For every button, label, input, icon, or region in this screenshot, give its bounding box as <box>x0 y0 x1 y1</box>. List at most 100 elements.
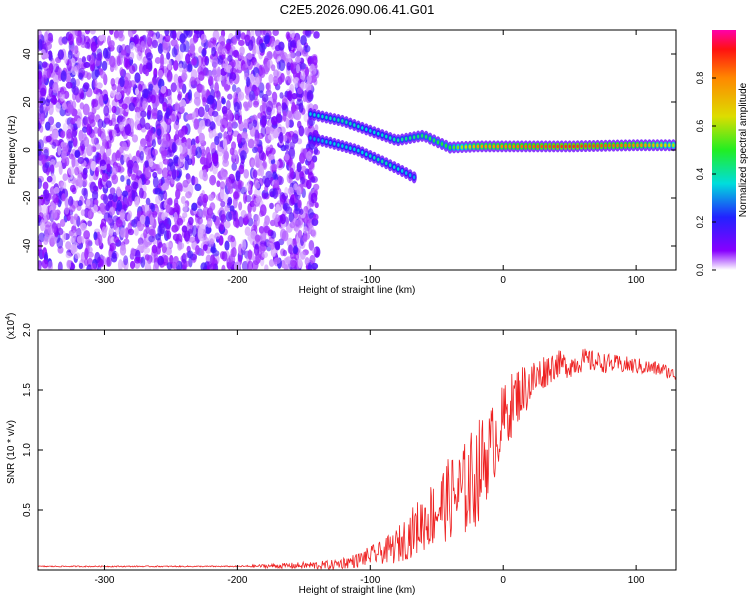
spectrogram-cell <box>266 50 273 61</box>
spectrogram-cell <box>311 55 318 66</box>
spectrogram-cell <box>187 250 194 259</box>
spectrogram-cell <box>91 99 99 108</box>
spectrogram-cell <box>67 33 74 46</box>
spectrogram-cell <box>129 260 136 270</box>
x-tick-label: -100 <box>360 275 380 286</box>
spectrogram-cell <box>139 116 146 129</box>
spectrogram-cell <box>139 214 146 225</box>
spectrogram-cell <box>244 182 251 192</box>
spectrogram-cell <box>289 30 296 39</box>
spectrogram-cell <box>69 184 76 193</box>
spectrogram-cell <box>123 238 130 245</box>
svg-text:(x104): (x104) <box>5 313 17 340</box>
spectrogram-cell <box>291 101 296 113</box>
spectrogram-cell <box>66 59 72 71</box>
spectrogram-cell <box>219 118 227 125</box>
track-core <box>616 143 619 148</box>
spectrogram-cell <box>161 149 168 157</box>
spectrogram-cell <box>244 226 251 237</box>
track-core <box>612 143 615 148</box>
spectrogram-cell <box>72 136 78 148</box>
spectrogram-cell <box>191 57 198 66</box>
spectrogram-cell <box>136 220 142 228</box>
spectrogram-cell <box>180 106 185 114</box>
spectrogram-cell <box>174 43 180 50</box>
spectrogram-cell <box>214 135 220 146</box>
spectrogram-cell <box>128 102 136 112</box>
spectrogram-cell <box>308 118 315 127</box>
spectrogram-cell <box>231 119 236 126</box>
spectrogram-cell <box>52 74 59 85</box>
track-core <box>428 136 432 141</box>
spectrogram-cell <box>127 228 135 236</box>
spectrogram-cell <box>202 169 207 178</box>
track-core <box>412 175 416 180</box>
spectrogram-cell <box>45 121 51 131</box>
spectrogram-cell <box>292 246 299 255</box>
spectrogram-cell <box>270 230 277 239</box>
spectrogram-cell <box>76 235 83 244</box>
spectrogram-cell <box>230 235 236 243</box>
spectrogram-cell <box>243 168 250 179</box>
track-core <box>333 117 336 121</box>
spectrogram-cell <box>38 239 43 252</box>
figure-title: C2E5.2026.090.06.41.G01 <box>280 2 435 17</box>
spectrogram-cell <box>123 204 128 211</box>
spectrogram-cell <box>248 39 254 51</box>
spectrogram-cell <box>77 156 85 165</box>
spectrogram-cell <box>221 105 228 115</box>
spectrogram-cell <box>235 30 242 40</box>
spectrogram-cell <box>281 102 288 111</box>
spectrogram-cell <box>65 241 72 250</box>
spectrogram-cell <box>151 148 158 156</box>
spectrogram-cell <box>295 219 302 229</box>
spectrogram-cell <box>70 117 76 125</box>
spectrogram-cell <box>38 232 45 243</box>
track-core <box>436 140 440 144</box>
track-core <box>636 143 639 147</box>
spectrogram-cell <box>79 92 85 99</box>
spectrogram-cell <box>47 50 53 61</box>
track-core <box>472 144 476 149</box>
track-core <box>608 143 611 148</box>
track-core <box>389 163 392 167</box>
track-core <box>357 124 360 129</box>
spectrogram-cell <box>101 89 109 101</box>
spectrogram-cell <box>98 35 104 42</box>
track-core <box>313 137 316 141</box>
spectrogram-cell <box>143 178 151 186</box>
spectrogram-cell <box>82 103 90 116</box>
spectrogram-cell <box>125 58 131 70</box>
spectrogram-cell <box>208 76 214 86</box>
spectrogram-cell <box>214 232 221 240</box>
spectrogram-cell <box>167 96 173 106</box>
spectrogram-cell <box>258 150 265 161</box>
spectrogram-cell <box>193 176 199 187</box>
spectrogram-cell <box>186 63 193 73</box>
spectrogram-cell <box>267 153 275 161</box>
spectrogram-cell <box>121 103 128 110</box>
colorbar-tick-label: 0.6 <box>695 120 705 133</box>
y-tick-label: 0.5 <box>22 503 33 517</box>
spectrogram-cell <box>269 37 275 48</box>
spectrogram-cell <box>129 122 135 133</box>
spectrogram-cell <box>45 135 52 143</box>
spectrogram-cell <box>156 109 163 122</box>
spectrogram-cell <box>111 83 117 91</box>
spectrogram-cell <box>180 99 187 108</box>
spectrogram-cell <box>65 252 72 259</box>
spectrogram-cell <box>253 87 260 97</box>
spectrogram-cell <box>151 244 158 254</box>
spectrogram-cell <box>197 216 203 225</box>
spectrogram-cell <box>140 110 147 118</box>
spectrogram-cell <box>138 63 144 75</box>
spectrogram-cell <box>94 143 101 150</box>
track-core <box>416 134 420 139</box>
spectrogram-cell <box>222 152 229 164</box>
spectrogram-cell <box>138 187 144 199</box>
spectrogram-cell <box>152 83 160 94</box>
spectrogram-cell <box>66 259 72 269</box>
spectrogram-cell <box>198 132 205 144</box>
spectrogram-cell <box>155 195 162 205</box>
spectrogram-cell <box>162 101 168 112</box>
